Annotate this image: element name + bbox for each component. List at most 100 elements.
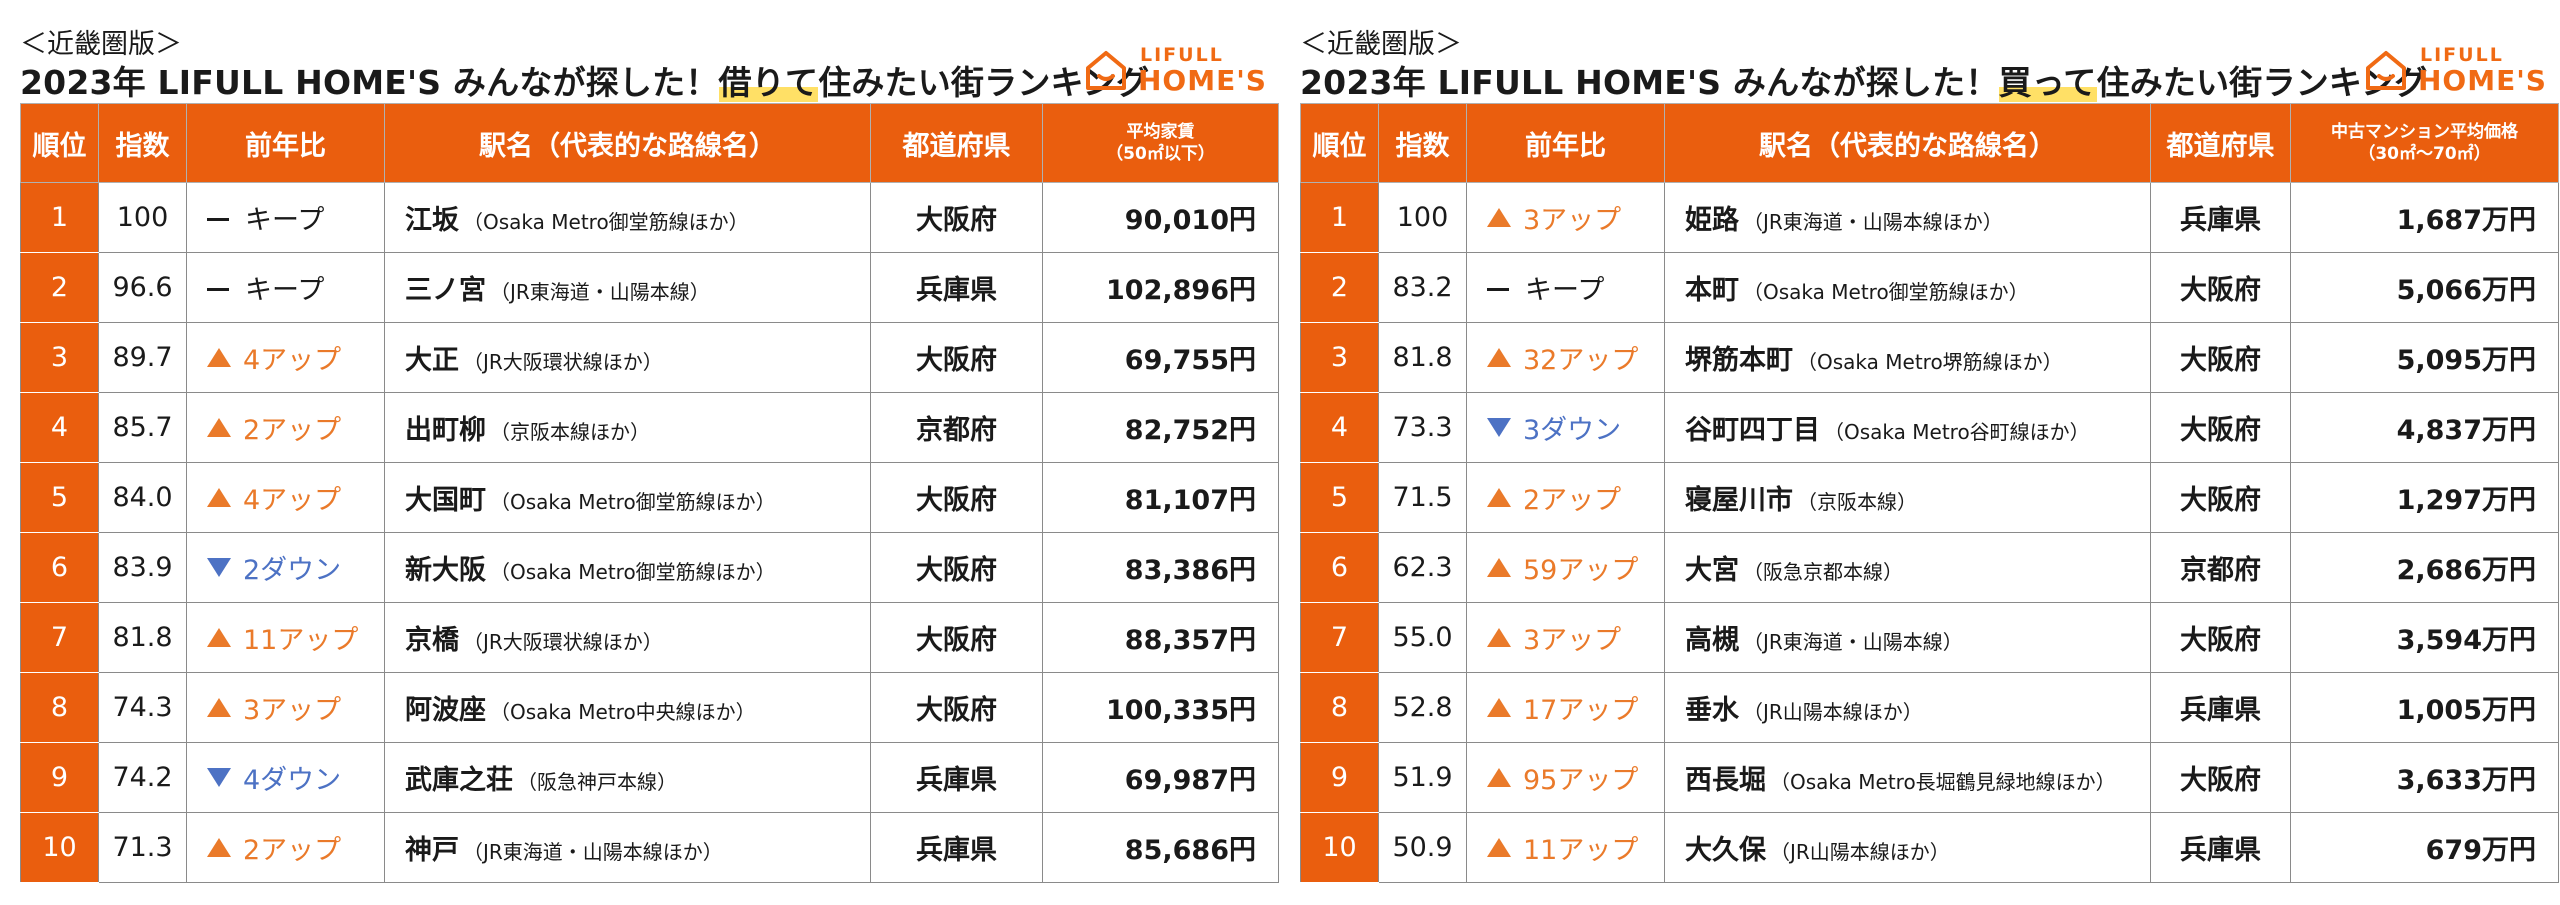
table-row: 10 71.3 2アップ 神戸 （JR東海道・山陽本線ほか） 兵庫県 85,686円 [20, 812, 1279, 883]
station-name: 神戸 [405, 835, 459, 866]
prefecture-cell: 兵庫県 [2150, 672, 2291, 743]
station-name: 大国町 [405, 485, 486, 516]
station-name: 谷町四丁目 [1685, 415, 1820, 446]
index-cell: 74.3 [98, 672, 187, 743]
buy-table-body: 1 100 3アップ 姫路 （JR東海道・山陽本線ほか） 兵庫県 1,687万円 2 83.2 キ… [1300, 182, 2559, 883]
change-cell: 4アップ [186, 462, 385, 533]
line-name: （Osaka Metro堺筋線ほか） [1797, 350, 2063, 374]
ranking-title: 2023年 LIFULL HOME'S みんなが探した！借りて住みたい街ランキン… [20, 56, 1149, 104]
rank-cell: 2 [20, 252, 99, 323]
price-cell: 3,633万円 [2290, 742, 2559, 813]
header-index: 指数 [98, 103, 187, 183]
header-price-sub: （30㎡～70㎡） [2358, 144, 2491, 164]
price-cell: 5,095万円 [2290, 322, 2559, 393]
station-name: 新大阪 [405, 555, 486, 586]
change-label: 4アップ [243, 345, 342, 376]
table-row: 5 84.0 4アップ 大国町 （Osaka Metro御堂筋線ほか） 大阪府 81,107… [20, 462, 1279, 533]
triangle-down-icon [207, 768, 231, 787]
station-name: 大久保 [1685, 835, 1766, 866]
prefecture-cell: 大阪府 [2150, 252, 2291, 323]
rank-cell: 8 [20, 672, 99, 743]
change-cell: 2ダウン [186, 532, 385, 603]
header-price: 中古マンション平均価格 （30㎡～70㎡） [2290, 103, 2559, 183]
price-cell: 1,005万円 [2290, 672, 2559, 743]
line-name: （Osaka Metro谷町線ほか） [1824, 420, 2090, 444]
station-name: 三ノ宮 [405, 275, 486, 306]
index-cell: 52.8 [1378, 672, 1467, 743]
change-cell: 11アップ [186, 602, 385, 673]
triangle-up-icon [1487, 768, 1511, 787]
change-label: 11アップ [243, 625, 359, 656]
change-cell: 3アップ [1466, 182, 1665, 253]
table-row: 4 73.3 3ダウン 谷町四丁目 （Osaka Metro谷町線ほか） 大阪府 4,837… [1300, 392, 2559, 463]
prefecture-cell: 大阪府 [2150, 322, 2291, 393]
header-station: 駅名（代表的な路線名） [1664, 103, 2151, 183]
change-cell: 3アップ [186, 672, 385, 743]
line-name: （JR大阪環状線ほか） [463, 630, 663, 654]
triangle-up-icon [1487, 628, 1511, 647]
rank-cell: 9 [20, 742, 99, 813]
price-cell: 1,297万円 [2290, 462, 2559, 533]
table-row: 4 85.7 2アップ 出町柳 （京阪本線ほか） 京都府 82,752円 [20, 392, 1279, 463]
station-name: 本町 [1685, 275, 1739, 306]
table-row: 7 81.8 11アップ 京橋 （JR大阪環状線ほか） 大阪府 88,357円 [20, 602, 1279, 673]
station-name: 江坂 [405, 205, 459, 236]
prefecture-cell: 兵庫県 [2150, 812, 2291, 883]
title-prefix: 2023年 LIFULL HOME'S みんなが探した！ [1300, 63, 1999, 102]
table-row: 6 62.3 59アップ 大宮 （阪急京都本線） 京都府 2,686万円 [1300, 532, 2559, 603]
table-row: 1 100 3アップ 姫路 （JR東海道・山陽本線ほか） 兵庫県 1,687万円 [1300, 182, 2559, 253]
station-cell: 姫路 （JR東海道・山陽本線ほか） [1664, 182, 2151, 253]
station-name: 垂水 [1685, 695, 1739, 726]
price-cell: 88,357円 [1042, 602, 1279, 673]
prefecture-cell: 大阪府 [2150, 742, 2291, 813]
change-label: 2アップ [243, 835, 342, 866]
station-cell: 出町柳 （京阪本線ほか） [384, 392, 871, 463]
station-cell: 大国町 （Osaka Metro御堂筋線ほか） [384, 462, 871, 533]
triangle-down-icon [1487, 418, 1511, 437]
index-cell: 50.9 [1378, 812, 1467, 883]
price-cell: 69,987円 [1042, 742, 1279, 813]
ranking-title: 2023年 LIFULL HOME'S みんなが探した！買って住みたい街ランキン… [1300, 56, 2428, 104]
station-name: 西長堀 [1685, 765, 1766, 796]
prefecture-cell: 大阪府 [2150, 392, 2291, 463]
change-label: 95アップ [1523, 765, 1639, 796]
change-label: 32アップ [1523, 345, 1639, 376]
logo-text-bottom: HOME'S [2418, 64, 2547, 97]
index-cell: 73.3 [1378, 392, 1467, 463]
rank-cell: 5 [20, 462, 99, 533]
index-cell: 71.3 [98, 812, 187, 883]
change-label: 3アップ [1523, 205, 1622, 236]
header-price-main: 中古マンション平均価格 [2331, 122, 2518, 142]
change-cell: 17アップ [1466, 672, 1665, 743]
change-cell: 11アップ [1466, 812, 1665, 883]
rank-cell: 10 [20, 812, 99, 883]
index-cell: 51.9 [1378, 742, 1467, 813]
prefecture-cell: 大阪府 [2150, 462, 2291, 533]
table-header-row: 順位 指数 前年比 駅名（代表的な路線名） 都道府県 平均家賃 （50㎡以下） [20, 103, 1279, 183]
station-cell: 西長堀 （Osaka Metro長堀鶴見緑地線ほか） [1664, 742, 2151, 813]
change-cell: 59アップ [1466, 532, 1665, 603]
price-cell: 102,896円 [1042, 252, 1279, 323]
dash-icon [207, 288, 229, 291]
station-cell: 京橋 （JR大阪環状線ほか） [384, 602, 871, 673]
rank-cell: 3 [1300, 322, 1379, 393]
change-cell: 32アップ [1466, 322, 1665, 393]
price-cell: 90,010円 [1042, 182, 1279, 253]
index-cell: 74.2 [98, 742, 187, 813]
triangle-up-icon [207, 348, 231, 367]
prefecture-cell: 大阪府 [870, 322, 1043, 393]
line-name: （JR山陽本線ほか） [1770, 840, 1950, 864]
station-cell: 大宮 （阪急京都本線） [1664, 532, 2151, 603]
index-cell: 85.7 [98, 392, 187, 463]
change-cell: 3ダウン [1466, 392, 1665, 463]
rank-cell: 3 [20, 322, 99, 393]
index-cell: 100 [1378, 182, 1467, 253]
header-price: 平均家賃 （50㎡以下） [1042, 103, 1279, 183]
triangle-up-icon [1487, 698, 1511, 717]
prefecture-cell: 大阪府 [870, 602, 1043, 673]
prefecture-cell: 大阪府 [870, 672, 1043, 743]
rank-cell: 10 [1300, 812, 1379, 883]
change-cell: 3アップ [1466, 602, 1665, 673]
title-suffix: 住みたい街ランキング [2096, 63, 2428, 102]
line-name: （京阪本線ほか） [490, 420, 650, 444]
